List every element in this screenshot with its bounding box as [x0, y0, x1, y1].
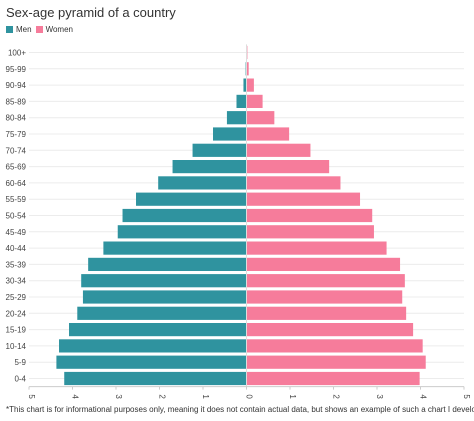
x-tick-label: 2 — [332, 394, 341, 399]
y-tick-label: 35-39 — [6, 260, 27, 269]
bar-men — [243, 78, 247, 92]
bar-men — [192, 143, 247, 157]
bar-men — [172, 160, 247, 174]
bar-men — [226, 111, 247, 125]
bar-men — [122, 208, 247, 223]
bar-men — [158, 176, 247, 190]
chart-title: Sex-age pyramid of a country — [6, 5, 176, 20]
bar-men — [103, 241, 247, 255]
bar-men — [64, 371, 247, 386]
bar-men — [59, 339, 247, 353]
bar-women — [246, 62, 249, 76]
bar-women — [246, 290, 403, 304]
footnote: *This chart is for informational purpose… — [6, 405, 474, 414]
x-tick-label: 3 — [114, 394, 123, 399]
bar-women — [246, 160, 330, 174]
bar-men — [81, 274, 247, 288]
y-tick-label: 0-4 — [14, 375, 26, 384]
bar-men — [82, 290, 247, 304]
y-tick-label: 90-94 — [6, 81, 27, 90]
bar-men — [117, 225, 247, 239]
bar-women — [246, 111, 275, 125]
x-tick-label: 1 — [201, 394, 210, 399]
legend: Men Women — [6, 25, 73, 34]
x-tick-label: 4 — [419, 394, 428, 399]
bar-women — [246, 208, 373, 223]
y-tick-label: 80-84 — [6, 114, 27, 123]
bar-women — [246, 323, 414, 337]
bar-men — [88, 257, 247, 271]
bar-women — [246, 225, 374, 239]
x-tick-label: 2 — [158, 394, 167, 399]
y-tick-label: 15-19 — [6, 326, 27, 335]
bar-men — [236, 94, 247, 108]
bar-men — [69, 323, 247, 337]
bar-men — [77, 306, 247, 320]
bar-women — [246, 355, 426, 369]
bar-women — [246, 176, 341, 190]
y-tick-label: 20-24 — [6, 309, 27, 318]
bar-women — [246, 94, 263, 108]
x-tick-label: 5 — [462, 394, 471, 399]
bar-men — [56, 355, 247, 369]
y-tick-label: 40-44 — [6, 244, 27, 253]
bar-women — [246, 192, 361, 206]
bar-men — [213, 127, 247, 141]
x-tick-label: 1 — [288, 394, 297, 399]
bar-women — [246, 241, 387, 255]
legend-label-women: Women — [45, 25, 73, 34]
bar-women — [246, 143, 311, 157]
y-tick-label: 75-79 — [6, 130, 27, 139]
bar-women — [246, 306, 407, 320]
y-tick-label: 60-64 — [6, 179, 27, 188]
bar-women — [246, 257, 401, 271]
x-tick-label: 5 — [27, 394, 36, 399]
y-tick-label: 45-49 — [6, 228, 27, 237]
x-tick-label: 4 — [71, 394, 80, 399]
bar-women — [246, 274, 405, 288]
legend-item-women[interactable]: Women — [35, 25, 73, 34]
bar-women — [246, 339, 423, 353]
y-tick-label: 5-9 — [14, 358, 26, 367]
bar-women — [246, 127, 290, 141]
x-tick-label: 0 — [245, 394, 254, 399]
legend-label-men: Men — [16, 25, 32, 34]
legend-swatch-women — [35, 26, 43, 33]
bar-women — [246, 78, 254, 92]
y-tick-label: 50-54 — [6, 212, 27, 221]
bar-women — [246, 371, 420, 386]
x-tick-label: 3 — [375, 394, 384, 399]
y-tick-label: 95-99 — [6, 65, 27, 74]
y-tick-label: 25-29 — [6, 293, 27, 302]
y-tick-label: 70-74 — [6, 146, 27, 155]
bar-men — [136, 192, 247, 206]
legend-swatch-men — [6, 26, 13, 33]
y-tick-label: 55-59 — [6, 195, 27, 204]
y-tick-label: 30-34 — [6, 277, 27, 286]
y-tick-label: 85-89 — [6, 97, 27, 106]
y-tick-label: 65-69 — [6, 163, 27, 172]
legend-item-men[interactable]: Men — [6, 25, 32, 34]
y-tick-label: 100+ — [8, 49, 26, 58]
y-tick-label: 10-14 — [6, 342, 27, 351]
